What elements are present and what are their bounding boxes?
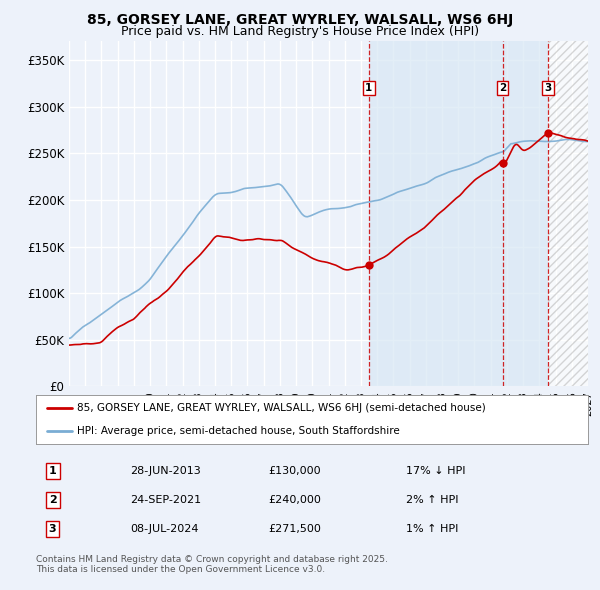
- Text: 2% ↑ HPI: 2% ↑ HPI: [406, 495, 458, 505]
- Text: 1: 1: [49, 466, 56, 476]
- Text: 28-JUN-2013: 28-JUN-2013: [130, 466, 200, 476]
- Text: 2: 2: [49, 495, 56, 505]
- Text: 17% ↓ HPI: 17% ↓ HPI: [406, 466, 466, 476]
- Text: 3: 3: [49, 525, 56, 534]
- Text: 1: 1: [365, 83, 373, 93]
- Text: £240,000: £240,000: [268, 495, 321, 505]
- Text: Contains HM Land Registry data © Crown copyright and database right 2025.
This d: Contains HM Land Registry data © Crown c…: [36, 555, 388, 574]
- Text: 08-JUL-2024: 08-JUL-2024: [130, 525, 199, 534]
- Text: 85, GORSEY LANE, GREAT WYRLEY, WALSALL, WS6 6HJ (semi-detached house): 85, GORSEY LANE, GREAT WYRLEY, WALSALL, …: [77, 404, 486, 414]
- Text: £130,000: £130,000: [268, 466, 320, 476]
- Text: Price paid vs. HM Land Registry's House Price Index (HPI): Price paid vs. HM Land Registry's House …: [121, 25, 479, 38]
- Text: HPI: Average price, semi-detached house, South Staffordshire: HPI: Average price, semi-detached house,…: [77, 425, 400, 435]
- Text: 24-SEP-2021: 24-SEP-2021: [130, 495, 201, 505]
- Text: 3: 3: [544, 83, 551, 93]
- Text: 1% ↑ HPI: 1% ↑ HPI: [406, 525, 458, 534]
- Text: 85, GORSEY LANE, GREAT WYRLEY, WALSALL, WS6 6HJ: 85, GORSEY LANE, GREAT WYRLEY, WALSALL, …: [87, 13, 513, 27]
- Bar: [369, 41, 548, 386]
- Text: £271,500: £271,500: [268, 525, 321, 534]
- Text: 2: 2: [499, 83, 506, 93]
